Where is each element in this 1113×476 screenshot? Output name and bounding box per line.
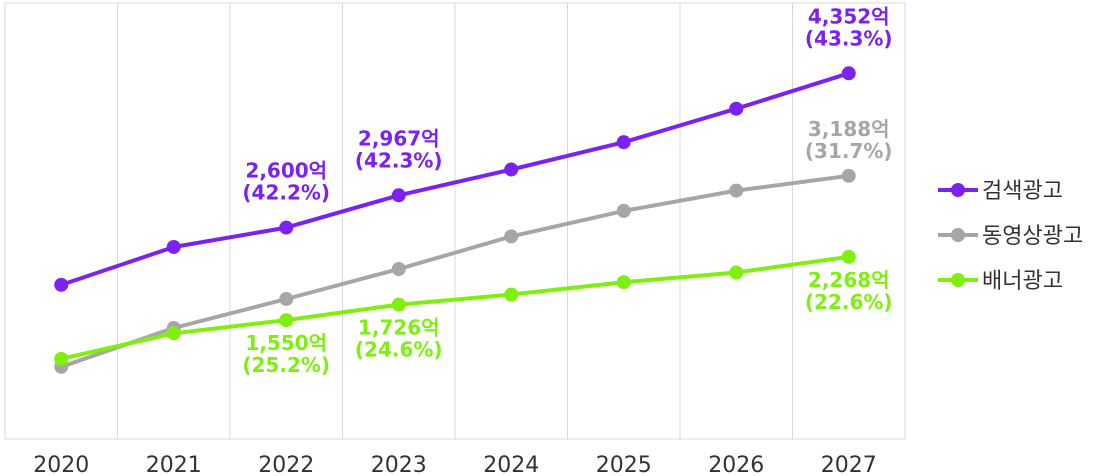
series-lines xyxy=(59,71,851,369)
data-label-share: (43.3%) xyxy=(805,26,893,50)
data-point xyxy=(841,66,856,81)
data-point xyxy=(391,188,406,203)
data-label-value: 3,188억 xyxy=(808,117,890,141)
x-tick-label: 2020 xyxy=(33,453,89,476)
legend-item: 동영상광고 xyxy=(938,224,1083,249)
legend-marker xyxy=(951,183,965,197)
data-point xyxy=(729,101,744,116)
data-label-value: 2,600억 xyxy=(245,159,327,183)
x-tick-label: 2027 xyxy=(821,453,877,476)
x-tick-label: 2024 xyxy=(483,453,539,476)
data-point xyxy=(729,265,744,280)
x-tick-label: 2026 xyxy=(708,453,764,476)
data-point xyxy=(166,326,181,341)
data-label-share: (42.2%) xyxy=(242,181,330,205)
x-tick-label: 2022 xyxy=(258,453,314,476)
data-point xyxy=(841,168,856,183)
legend-item: 검색광고 xyxy=(938,179,1063,204)
data-point xyxy=(504,287,519,302)
x-tick-label: 2025 xyxy=(596,453,652,476)
series-line xyxy=(59,254,851,361)
legend-label: 동영상광고 xyxy=(982,224,1083,249)
data-point xyxy=(729,183,744,198)
data-point xyxy=(504,162,519,177)
data-label-value: 2,967억 xyxy=(358,126,440,150)
legend-marker xyxy=(951,228,965,242)
data-point xyxy=(616,135,631,150)
x-tick-label: 2023 xyxy=(371,453,427,476)
data-point xyxy=(504,229,519,244)
legend-marker xyxy=(951,273,965,287)
data-point xyxy=(54,277,69,292)
series-line xyxy=(59,173,851,369)
data-point xyxy=(391,297,406,312)
data-point xyxy=(279,220,294,235)
grid-lines xyxy=(117,3,793,439)
data-labels: 2,600억(42.2%) 2,967억(42.3%) 4,352억(43.3%) 3… xyxy=(242,4,892,377)
data-label-value: 1,726억 xyxy=(358,316,440,340)
data-point xyxy=(279,313,294,328)
data-label-value: 4,352억 xyxy=(808,4,890,28)
data-point xyxy=(841,249,856,264)
data-label-share: (31.7%) xyxy=(805,139,893,163)
data-point xyxy=(279,291,294,306)
data-point xyxy=(391,262,406,277)
data-label-share: (25.2%) xyxy=(242,353,330,377)
data-points xyxy=(54,66,856,374)
legend-label: 검색광고 xyxy=(982,179,1063,204)
data-label-value: 1,550억 xyxy=(245,331,327,355)
data-label-share: (24.6%) xyxy=(355,338,443,362)
data-point xyxy=(616,203,631,218)
x-tick-label: 2021 xyxy=(146,453,202,476)
data-point xyxy=(54,351,69,366)
legend-item: 배너광고 xyxy=(938,269,1063,294)
data-point xyxy=(166,239,181,254)
data-label-value: 2,268억 xyxy=(808,268,890,292)
data-point xyxy=(616,275,631,290)
x-axis-ticks: 2020 2021 2022 2023 2024 2025 2026 2027 xyxy=(33,453,877,476)
data-label-share: (42.3%) xyxy=(355,148,443,172)
legend-label: 배너광고 xyxy=(982,269,1063,294)
series-line xyxy=(59,71,851,287)
data-label-share: (22.6%) xyxy=(805,290,893,314)
